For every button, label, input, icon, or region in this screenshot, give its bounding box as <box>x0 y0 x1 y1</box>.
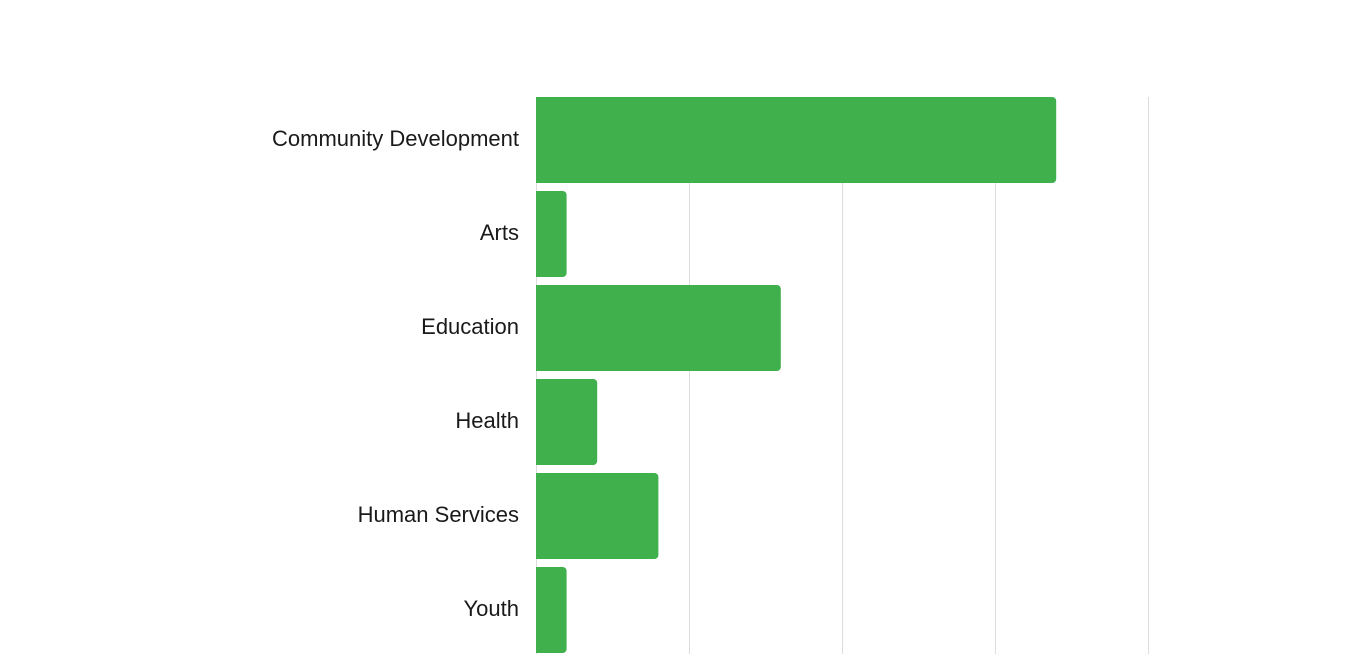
bar <box>536 567 567 653</box>
bar <box>536 97 1057 183</box>
category-labels: Community Development Arts Education Health… <box>272 126 519 621</box>
bar-base <box>536 285 542 371</box>
bar <box>536 379 598 465</box>
category-label: Arts <box>480 220 519 245</box>
bar-base <box>536 473 542 559</box>
bar <box>536 473 659 559</box>
bar-base <box>536 567 542 653</box>
category-label: Health <box>455 408 519 433</box>
category-label: Community Development <box>272 126 519 151</box>
category-label: Human Services <box>358 502 519 527</box>
bar-base <box>536 191 542 277</box>
bar-base <box>536 97 542 183</box>
bar <box>536 191 567 277</box>
bar-base <box>536 379 542 465</box>
bars <box>536 97 1057 653</box>
gridlines <box>536 97 1149 654</box>
bar <box>536 285 781 371</box>
category-label: Youth <box>464 596 519 621</box>
category-label: Education <box>421 314 519 339</box>
